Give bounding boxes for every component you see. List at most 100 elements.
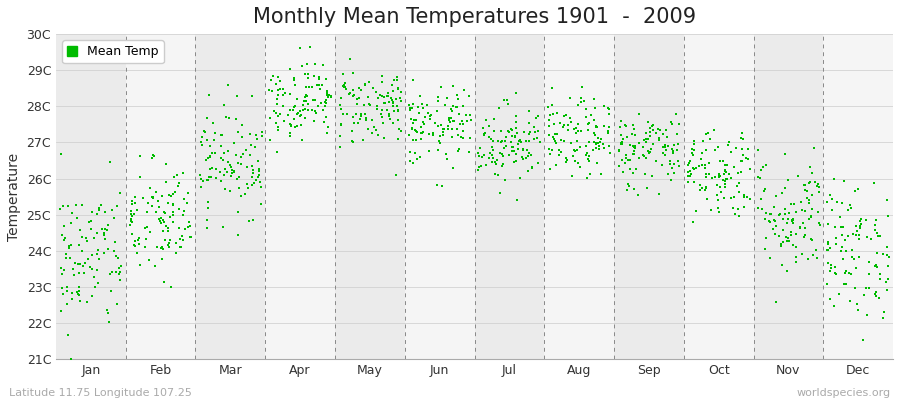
Point <box>107 248 122 254</box>
Point <box>90 230 104 237</box>
Point <box>52 206 67 212</box>
Point <box>712 174 726 181</box>
Point <box>515 153 529 160</box>
Point <box>148 209 163 215</box>
Point <box>217 172 231 178</box>
Point <box>495 153 509 160</box>
Point <box>73 227 87 233</box>
Point <box>592 139 607 145</box>
Point <box>158 236 173 243</box>
Point <box>590 123 604 130</box>
Point <box>267 107 282 114</box>
Point <box>572 102 586 108</box>
Point <box>72 291 86 298</box>
Point <box>87 284 102 290</box>
Point <box>620 187 634 193</box>
Point <box>593 135 608 142</box>
Point <box>868 293 883 300</box>
Point <box>262 86 276 93</box>
Point <box>155 193 169 199</box>
Point <box>494 138 508 145</box>
Point <box>202 142 217 149</box>
Point <box>194 184 208 190</box>
Point <box>472 163 486 170</box>
Point <box>263 137 277 144</box>
Point <box>451 132 465 138</box>
Point <box>580 175 594 181</box>
Point <box>160 225 175 232</box>
Point <box>531 113 545 120</box>
Point <box>157 279 171 285</box>
Point <box>393 88 408 95</box>
Point <box>785 216 799 223</box>
Point <box>555 124 570 130</box>
Point <box>334 122 348 128</box>
Point <box>705 175 719 182</box>
Point <box>143 185 157 191</box>
Point <box>295 137 310 144</box>
Point <box>477 131 491 137</box>
Point <box>319 96 333 103</box>
Point <box>518 138 533 144</box>
Point <box>101 222 115 228</box>
Point <box>444 115 458 121</box>
Point <box>176 170 190 176</box>
Point <box>619 155 634 161</box>
Point <box>455 120 470 127</box>
Point <box>320 88 334 94</box>
Point <box>95 226 110 232</box>
Point <box>334 106 348 112</box>
Point <box>139 236 153 242</box>
Point <box>508 119 523 125</box>
Point <box>869 230 884 236</box>
Point <box>207 130 221 136</box>
Point <box>390 103 404 110</box>
Point <box>627 143 642 149</box>
Point <box>391 117 405 124</box>
Point <box>601 130 616 136</box>
Point <box>793 199 807 205</box>
Point <box>684 171 698 178</box>
Point <box>636 152 651 159</box>
Point <box>384 97 399 104</box>
Point <box>805 235 819 242</box>
Point <box>713 173 727 180</box>
Point <box>377 134 392 141</box>
Point <box>320 76 334 82</box>
Point <box>699 147 714 154</box>
Point <box>230 176 244 182</box>
Point <box>234 154 248 160</box>
Point <box>758 246 772 252</box>
Point <box>730 182 744 189</box>
Point <box>850 301 864 308</box>
Point <box>852 217 867 224</box>
Point <box>250 174 265 181</box>
Point <box>656 144 670 150</box>
Point <box>632 111 646 117</box>
Point <box>382 99 396 105</box>
Point <box>92 204 106 211</box>
Point <box>206 120 220 126</box>
Point <box>345 128 359 134</box>
Point <box>401 132 416 138</box>
Point <box>696 185 710 192</box>
Point <box>103 271 117 277</box>
Point <box>712 171 726 177</box>
Point <box>354 113 368 119</box>
Point <box>849 265 863 271</box>
Point <box>774 243 788 250</box>
Point <box>271 74 285 80</box>
Point <box>158 210 172 216</box>
Point <box>637 136 652 143</box>
Point <box>509 90 524 97</box>
Point <box>488 159 502 165</box>
Point <box>301 101 315 107</box>
Point <box>766 226 780 232</box>
Point <box>102 318 116 325</box>
Point <box>403 106 418 113</box>
Point <box>293 113 308 119</box>
Point <box>789 231 804 237</box>
Point <box>782 238 796 244</box>
Point <box>70 261 85 268</box>
Point <box>434 122 448 128</box>
